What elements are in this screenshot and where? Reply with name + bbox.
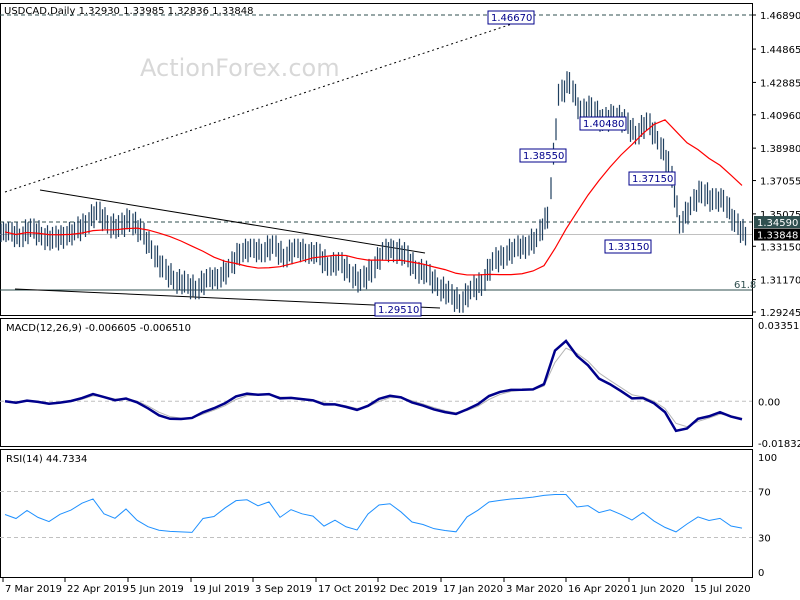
- y-tick-label: 1.42885: [760, 78, 800, 89]
- x-tick-label: 1 Jun 2020: [631, 584, 685, 595]
- price-annotation: 1.33150: [608, 242, 649, 253]
- price-annotation-box: [487, 10, 535, 25]
- x-tick-label: 3 Mar 2020: [506, 584, 563, 595]
- price-annotation-box: [604, 239, 652, 254]
- x-tick-label: 17 Oct 2019: [318, 584, 380, 595]
- price-annotation: 1.38550: [523, 151, 564, 162]
- y-tick-label: 1.44865: [760, 45, 800, 56]
- x-tick-label: 17 Jan 2020: [443, 584, 503, 595]
- y-tick-label: 1.33150: [760, 242, 800, 253]
- y-tick-label: 1.31170: [760, 276, 800, 287]
- rsi-title: RSI(14) 44.7334: [6, 454, 87, 465]
- rsi-tick-label: 30: [758, 534, 771, 545]
- price-annotation-box: [628, 171, 676, 186]
- x-tick-label: 16 Apr 2020: [568, 584, 630, 595]
- current-price-tag-bg: [754, 228, 800, 241]
- price-annotation: 1.37150: [632, 174, 673, 185]
- y-tick-label: 1.38980: [760, 144, 800, 155]
- x-tick-label: 22 Apr 2019: [67, 584, 129, 595]
- macd-title: MACD(12,26,9) -0.006605 -0.006510: [6, 323, 191, 334]
- x-tick-label: 15 Jul 2020: [694, 584, 751, 595]
- macd-line: [4, 339, 743, 433]
- y-tick-label: 1.35075: [760, 210, 800, 221]
- price-annotation: 1.40480: [583, 119, 624, 130]
- x-tick-label: 5 Jun 2019: [130, 584, 184, 595]
- fib-label: 61.8: [734, 280, 756, 291]
- moving-average-line: [4, 119, 743, 276]
- current-price-tag: 1.33848: [757, 231, 798, 242]
- x-tick-label: 2 Dec 2019: [380, 584, 438, 595]
- lower-trendline: [14, 288, 441, 309]
- price-annotation: 1.46670: [491, 13, 532, 24]
- rsi-tick-label: 100: [758, 453, 777, 464]
- y-tick-label: 1.40960: [760, 111, 800, 122]
- price-annotation: 1.29510: [378, 305, 419, 316]
- price-annotation-box: [519, 148, 567, 163]
- highlight-level-tag-bg: [754, 216, 800, 229]
- rsi-tick-label: 0: [758, 568, 764, 579]
- price-annotation-box: [374, 302, 422, 317]
- watermark: ActionForex.com: [140, 54, 340, 82]
- macd-signal-line: [4, 347, 743, 428]
- macd-tick-label: -0.018324: [758, 439, 800, 450]
- x-tick-label: 7 Mar 2019: [5, 584, 62, 595]
- y-tick-label: 1.29245: [760, 308, 800, 319]
- highlight-level-tag: 1.34590: [757, 218, 798, 229]
- macd-tick-label: 0.00: [758, 397, 780, 408]
- macd-panel-frame: [0, 318, 753, 447]
- y-tick-label: 1.46890: [760, 11, 800, 22]
- y-tick-label: 1.37055: [760, 177, 800, 188]
- rsi-tick-label: 70: [758, 488, 771, 499]
- rsi-line: [4, 494, 743, 533]
- macd-tick-label: 0.033515: [758, 321, 800, 332]
- x-tick-label: 3 Sep 2019: [255, 584, 312, 595]
- dotted-trendline: [4, 17, 531, 193]
- price-annotation-box: [579, 116, 627, 131]
- price-panel-frame: [0, 3, 753, 316]
- rsi-panel-frame: [0, 449, 753, 578]
- x-tick-label: 19 Jul 2019: [193, 584, 250, 595]
- price-title: USDCAD,Daily 1.32930 1.33985 1.32836 1.3…: [4, 6, 254, 17]
- descending-trendline: [39, 189, 426, 254]
